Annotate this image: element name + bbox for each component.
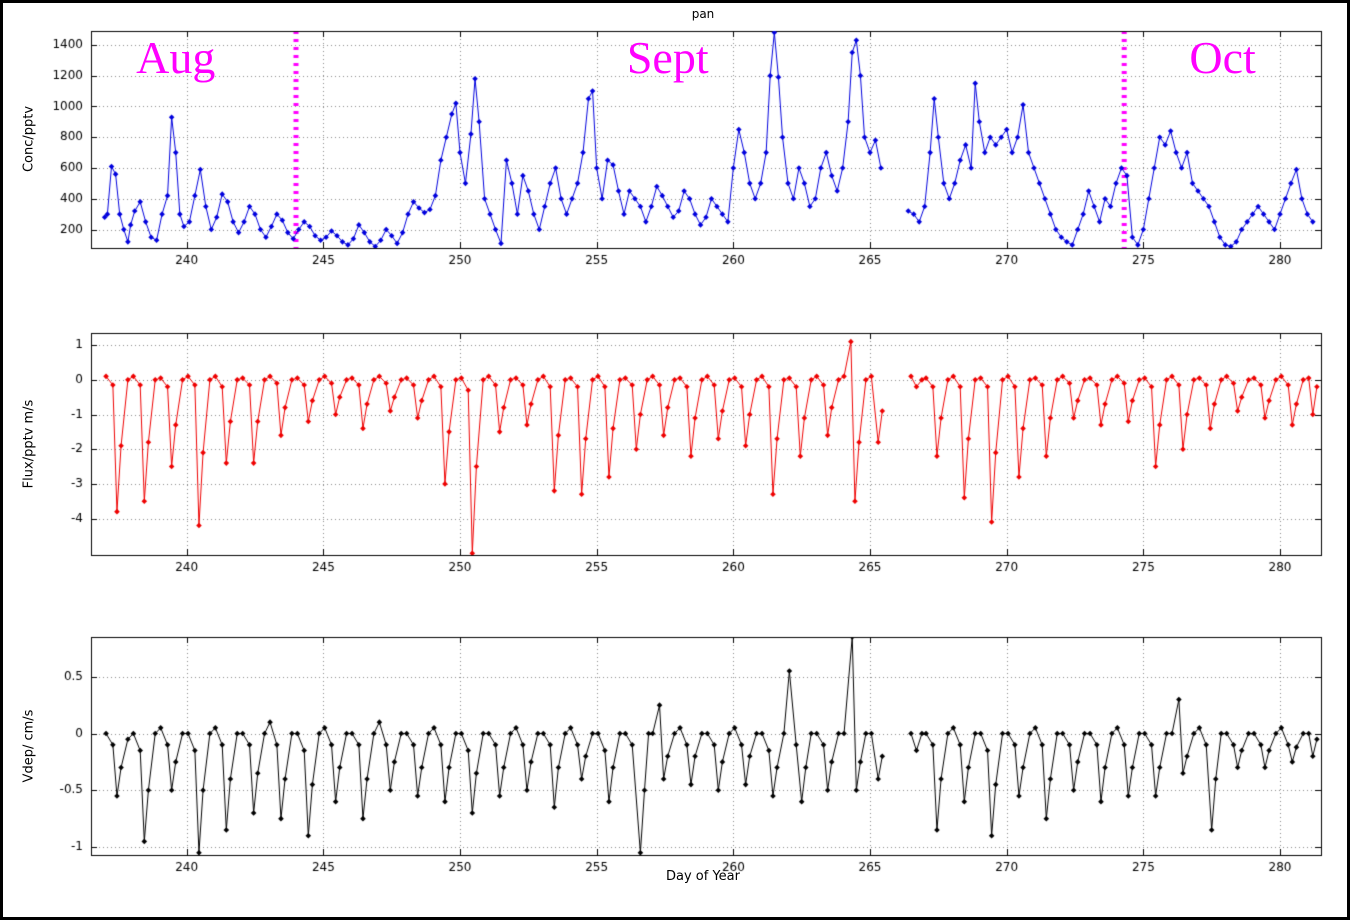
ylabel-vdep: Vdep/ cm/s bbox=[21, 709, 37, 783]
annotation-month-oct: Oct bbox=[1189, 32, 1256, 83]
ylabel-conc: Conc/pptv bbox=[21, 105, 37, 173]
xlabel-day-of-year: Day of Year bbox=[666, 869, 740, 884]
ylabel-flux: Flux/pptv m/s bbox=[21, 399, 37, 489]
annotation-month-sept: Sept bbox=[626, 32, 709, 83]
figure-title: pan bbox=[691, 7, 715, 21]
annotation-month-aug: Aug bbox=[136, 32, 216, 83]
plot-canvas bbox=[3, 3, 1347, 917]
